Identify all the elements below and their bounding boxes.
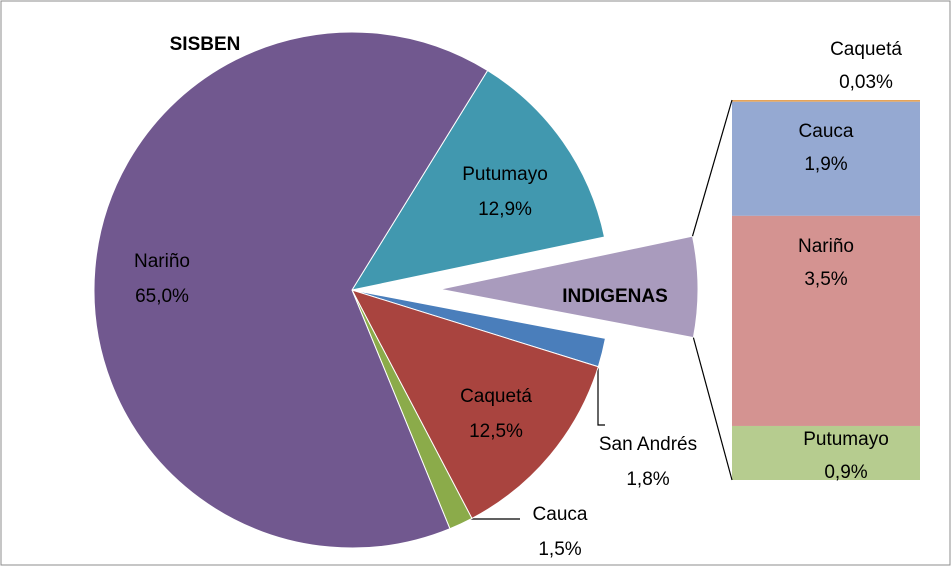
pie-slice — [350, 289, 599, 520]
leader-line — [597, 368, 605, 426]
bar-label: Nariño — [798, 236, 854, 257]
pie-slice — [350, 69, 606, 291]
chart-title: SISBEN — [170, 34, 241, 55]
slice-label: Nariño — [134, 251, 190, 272]
bar-segment — [732, 101, 920, 216]
bar-value-label: 0,03% — [839, 72, 893, 93]
slice-label: San Andrés — [599, 434, 697, 455]
slice-value-label: 12,5% — [469, 421, 523, 442]
bar-value-label: 3,5% — [804, 269, 847, 290]
bar-segment — [732, 215, 920, 426]
slice-label: Putumayo — [462, 164, 548, 185]
slice-label: Caquetá — [460, 386, 532, 407]
slice-label: INDIGENAS — [562, 286, 668, 307]
bar-value-label: 0,9% — [824, 462, 867, 483]
bar-label: Putumayo — [803, 429, 889, 450]
bar-segment — [732, 100, 920, 102]
bar-label: Cauca — [799, 121, 854, 142]
pie-slice — [93, 31, 489, 549]
bar-segment — [732, 425, 920, 480]
connector-line — [691, 99, 733, 237]
bar-label: Caquetá — [830, 39, 902, 60]
slice-value-label: 65,0% — [135, 286, 189, 307]
slice-value-label: 1,5% — [538, 539, 581, 560]
bar-value-label: 1,9% — [804, 154, 847, 175]
connector-line — [692, 337, 733, 481]
slice-value-label: 12,9% — [478, 199, 532, 220]
pie-slice — [439, 235, 699, 339]
slice-label: Cauca — [533, 504, 588, 525]
slice-value-label: 1,8% — [626, 469, 669, 490]
